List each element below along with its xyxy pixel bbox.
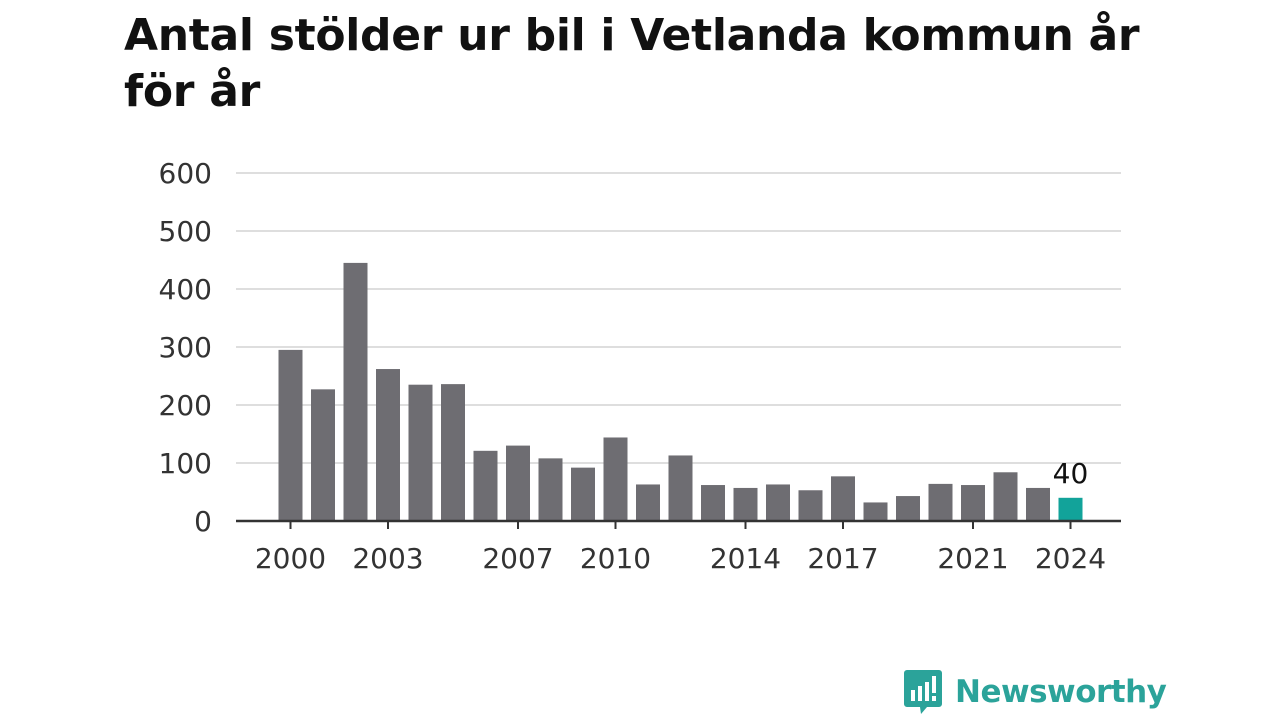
y-tick-label: 500 — [159, 215, 212, 248]
y-tick-label: 100 — [159, 447, 212, 480]
x-tick-label: 2010 — [580, 542, 651, 575]
labels: 0 100 200 300 400 500 600 2000 2003 2007 2010 2014 2… — [159, 157, 1107, 575]
y-tick-label: 300 — [159, 331, 212, 364]
bar — [798, 490, 823, 521]
bar — [408, 384, 433, 521]
bar — [278, 349, 303, 521]
axes — [236, 519, 1121, 529]
bar — [571, 467, 595, 521]
bar — [441, 384, 465, 521]
bar — [831, 476, 855, 521]
bar — [1026, 487, 1050, 521]
data-label: 40 — [1053, 457, 1089, 490]
bar — [538, 458, 563, 521]
x-tick-label: 2021 — [937, 542, 1008, 575]
bar — [636, 484, 660, 521]
bar — [993, 472, 1018, 521]
y-tick-label: 200 — [159, 389, 212, 422]
bar — [961, 485, 985, 521]
x-tick-label: 2014 — [710, 542, 781, 575]
y-tick-label: 400 — [159, 273, 212, 306]
brand-name: Newsworthy — [955, 674, 1167, 710]
bar — [766, 484, 790, 521]
bars — [278, 262, 1083, 521]
gridlines — [236, 172, 1121, 464]
chart-title: Antal stölder ur bil i Vetlanda kommun å… — [124, 10, 1140, 117]
bar — [863, 502, 888, 521]
y-tick-label: 600 — [159, 157, 212, 190]
bar — [928, 483, 953, 521]
bar — [376, 369, 400, 521]
x-tick-label: 2007 — [482, 542, 553, 575]
bar — [311, 389, 335, 521]
bar — [473, 450, 498, 521]
x-tick-label: 2000 — [255, 542, 326, 575]
x-tick-label: 2017 — [807, 542, 878, 575]
bar-highlight — [1058, 497, 1083, 521]
newsworthy-logo-icon — [904, 670, 942, 714]
x-tick-label: 2024 — [1035, 542, 1106, 575]
bar — [603, 437, 628, 521]
bar — [668, 455, 693, 521]
bar — [506, 445, 530, 521]
bar — [733, 487, 758, 521]
newsworthy-logo: Newsworthy — [903, 668, 1167, 716]
x-tick-label: 2003 — [352, 542, 423, 575]
bar — [896, 496, 920, 521]
y-tick-label: 0 — [194, 505, 212, 538]
bar — [343, 262, 368, 521]
bar — [701, 485, 725, 521]
